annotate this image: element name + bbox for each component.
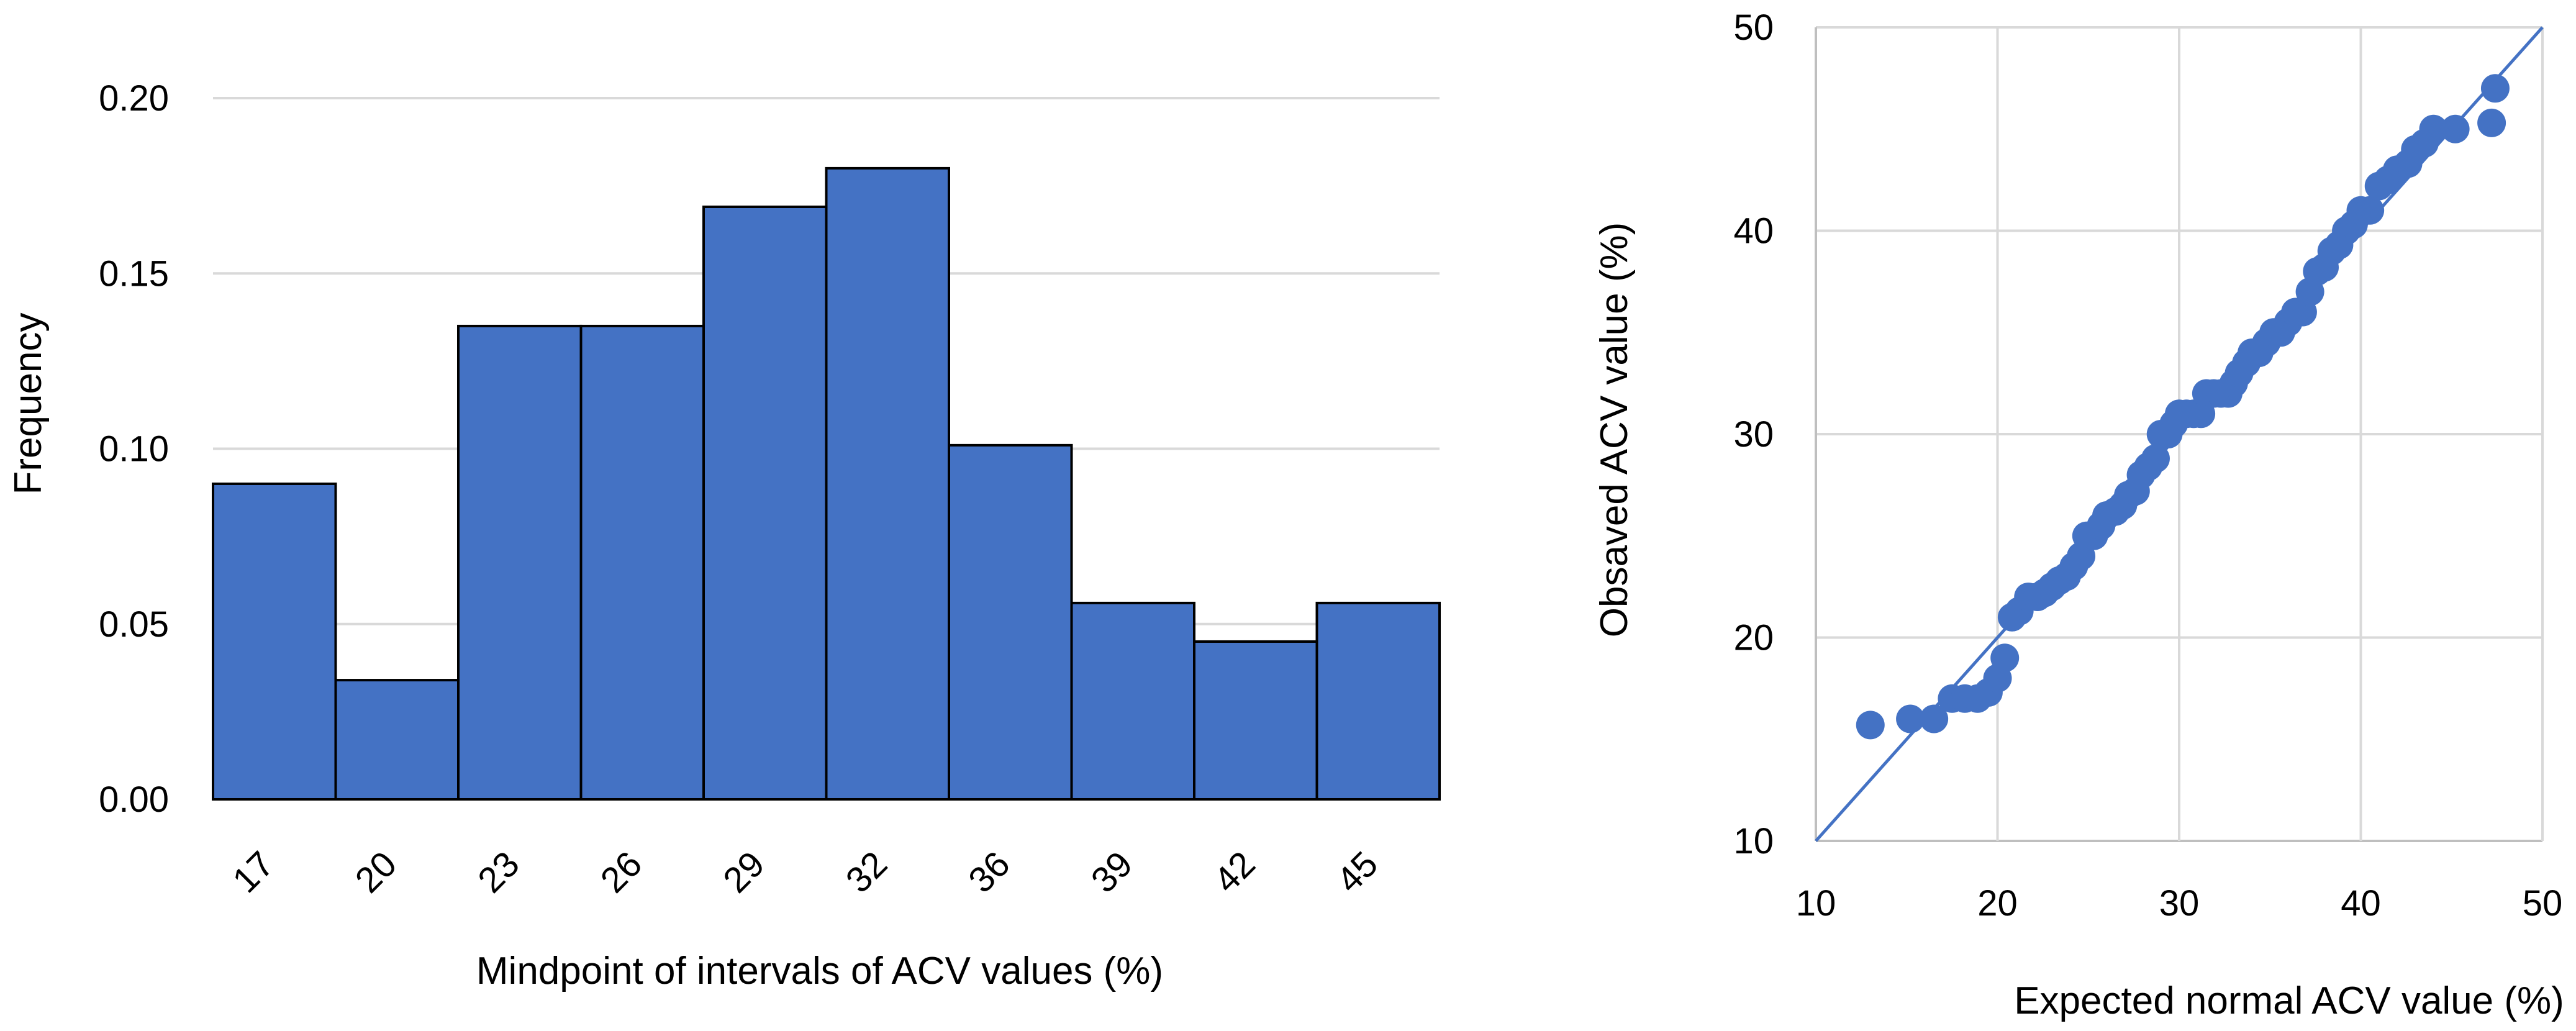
histogram-x-tick-label: 36 xyxy=(961,843,1018,901)
histogram-y-tick-label: 0.15 xyxy=(99,253,169,294)
histogram-y-tick-label: 0.00 xyxy=(99,779,169,820)
scatter-point xyxy=(1896,704,1925,734)
histogram-bar xyxy=(334,679,460,801)
histogram-x-tick-label: 42 xyxy=(1206,843,1263,901)
scatter-point xyxy=(2419,114,2448,143)
histogram-chart: 0.00 0.05 0.10 0.15 0.20 17 20 23 26 29 32 36 39 42 4… xyxy=(7,78,1441,992)
scatter-y-tick-label: 30 xyxy=(1733,414,1774,455)
histogram-x-tick-label: 23 xyxy=(470,843,527,901)
histogram-y-tick-label: 0.05 xyxy=(99,604,169,645)
histogram-y-tick-labels: 0.00 0.05 0.10 0.15 0.20 xyxy=(99,78,169,820)
histogram-bar xyxy=(457,324,583,801)
histogram-bars xyxy=(212,166,1441,801)
histogram-bar xyxy=(1315,601,1441,801)
histogram-x-tick-label: 29 xyxy=(715,843,773,901)
histogram-x-axis-title: Mindpoint of intervals of ACV values (%) xyxy=(476,950,1163,992)
scatter-point xyxy=(2141,444,2170,473)
scatter-point xyxy=(1990,643,2020,673)
scatter-y-tick-labels: 10 20 30 40 50 xyxy=(1733,7,1774,861)
histogram-y-tick-label: 0.20 xyxy=(99,78,169,119)
histogram-x-tick-label: 26 xyxy=(593,843,650,901)
histogram-bar xyxy=(825,166,950,801)
scatter-y-tick-label: 40 xyxy=(1733,211,1774,252)
scatter-x-tick-label: 50 xyxy=(2523,883,2563,924)
scatter-x-tick-labels: 10 20 30 40 50 xyxy=(1796,883,2563,924)
scatter-chart: 10 20 30 40 50 10 20 30 40 50 Obsaved ACV value … xyxy=(1593,7,2564,1022)
scatter-x-tick-label: 10 xyxy=(1796,883,1836,924)
histogram-y-tick-label: 0.10 xyxy=(99,429,169,470)
scatter-x-axis-title: Expected normal ACV value (%) xyxy=(2014,979,2564,1022)
histogram-x-tick-label: 20 xyxy=(348,843,405,901)
scatter-point xyxy=(2441,114,2470,143)
scatter-point xyxy=(2480,74,2510,103)
scatter-x-tick-label: 30 xyxy=(2159,883,2200,924)
histogram-x-tick-label: 39 xyxy=(1084,843,1141,901)
histogram-bar xyxy=(702,205,828,801)
scatter-x-tick-label: 20 xyxy=(1977,883,2018,924)
scatter-y-tick-label: 10 xyxy=(1733,821,1774,861)
histogram-bar xyxy=(1193,640,1318,801)
histogram-y-axis-title: Frequency xyxy=(7,313,50,495)
histogram-bar xyxy=(212,482,337,801)
scatter-y-tick-label: 50 xyxy=(1733,7,1774,48)
histogram-bar xyxy=(948,443,1073,801)
histogram-bar xyxy=(579,324,705,801)
histogram-x-tick-label: 32 xyxy=(838,843,896,901)
histogram-x-tick-label: 17 xyxy=(225,843,282,901)
histogram-bar xyxy=(1070,601,1195,801)
scatter-x-tick-label: 40 xyxy=(2341,883,2381,924)
scatter-point xyxy=(1856,711,1885,740)
scatter-point xyxy=(1920,704,1949,734)
histogram-x-tick-label: 45 xyxy=(1329,843,1386,901)
scatter-point xyxy=(2356,196,2385,225)
scatter-y-tick-label: 20 xyxy=(1733,618,1774,658)
histogram-x-tick-labels: 17 20 23 26 29 32 36 39 42 45 xyxy=(225,843,1386,901)
scatter-points xyxy=(1856,74,2510,740)
scatter-y-axis-title: Obsaved ACV value (%) xyxy=(1593,222,1636,638)
scatter-point xyxy=(2477,108,2506,137)
